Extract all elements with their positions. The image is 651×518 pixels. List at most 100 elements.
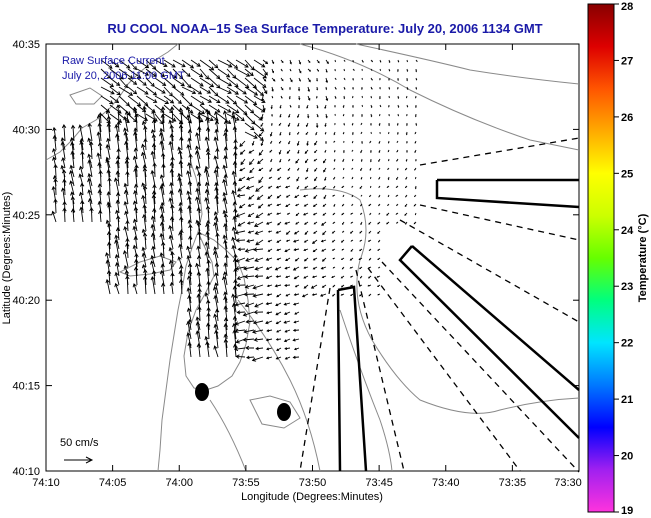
current-vector	[215, 232, 220, 250]
current-vector	[217, 113, 232, 125]
current-vector	[141, 246, 147, 259]
current-vector	[269, 131, 273, 137]
current-vector	[396, 122, 399, 126]
current-vector	[248, 149, 255, 154]
current-vector	[197, 305, 202, 322]
current-vector	[370, 68, 373, 72]
current-vector	[118, 77, 129, 89]
surface-current-vectors	[51, 59, 418, 362]
current-vector	[253, 86, 265, 97]
current-vector	[276, 329, 282, 333]
current-vector	[397, 113, 400, 117]
current-vector	[360, 131, 363, 135]
current-vector	[376, 275, 381, 278]
current-vector	[323, 158, 327, 164]
current-vector	[379, 131, 381, 135]
current-vector	[235, 68, 251, 77]
current-vector	[190, 95, 205, 105]
y-tick-label: 40:25	[12, 210, 40, 222]
current-vector	[275, 338, 282, 341]
current-vector	[113, 177, 120, 196]
current-vector	[124, 140, 129, 160]
x-tick-label: 73:30	[554, 477, 582, 489]
current-vector	[206, 151, 211, 169]
current-vector	[315, 122, 319, 129]
x-tick-label: 73:35	[499, 477, 527, 489]
current-vector	[154, 86, 166, 94]
current-vector	[293, 347, 300, 351]
current-vector	[415, 86, 418, 90]
current-vector	[160, 201, 165, 214]
current-vector	[334, 77, 337, 80]
current-vector	[109, 95, 120, 104]
current-vector	[87, 122, 93, 142]
current-vector	[316, 86, 319, 91]
current-vector	[321, 284, 327, 288]
current-vector	[359, 266, 363, 270]
current-vector	[222, 271, 228, 286]
current-vector	[97, 122, 102, 142]
current-vector	[178, 269, 183, 286]
current-vector	[213, 294, 219, 313]
current-vector	[415, 104, 417, 109]
current-vector	[69, 180, 75, 196]
current-vector	[333, 149, 336, 153]
current-vector	[246, 239, 255, 243]
current-vector	[303, 203, 309, 207]
current-vector	[179, 278, 184, 295]
current-vector	[292, 302, 300, 306]
current-vector	[177, 188, 183, 205]
current-vector	[236, 310, 246, 315]
current-vector	[333, 131, 336, 136]
current-vector	[297, 113, 300, 119]
current-vector	[293, 275, 300, 280]
current-vector	[223, 131, 228, 151]
current-vector	[87, 159, 93, 178]
current-vector	[262, 104, 266, 112]
current-vector	[213, 169, 219, 187]
current-vector	[79, 182, 85, 196]
shipping-lane-outlines	[336, 178, 580, 472]
current-vector	[415, 68, 418, 73]
current-vector	[214, 329, 219, 349]
current-vector	[214, 120, 220, 133]
current-vector	[125, 170, 130, 187]
current-vector	[205, 341, 210, 358]
current-vector	[204, 241, 210, 259]
current-vector	[377, 248, 381, 251]
current-vector	[388, 104, 390, 108]
current-vector	[262, 59, 269, 65]
current-vector	[312, 239, 318, 244]
current-vector	[256, 194, 264, 200]
current-vector	[361, 95, 363, 99]
current-vector	[254, 257, 264, 262]
current-vector	[187, 195, 192, 214]
current-vector	[352, 105, 354, 109]
current-vector	[351, 140, 354, 144]
current-vector	[369, 158, 372, 163]
current-vector	[312, 266, 318, 270]
current-vector	[265, 275, 273, 280]
current-vector	[406, 104, 409, 108]
current-vector	[322, 185, 327, 190]
current-vector	[284, 266, 291, 270]
current-vector	[151, 245, 156, 259]
current-vector	[378, 194, 381, 198]
current-vector	[266, 284, 273, 288]
current-vector	[414, 212, 417, 216]
current-vector	[100, 77, 115, 88]
current-vector	[360, 122, 363, 126]
current-vector	[89, 207, 94, 223]
current-vector	[134, 113, 139, 133]
current-vector	[285, 257, 291, 262]
current-vector	[244, 59, 255, 71]
current-vector	[284, 248, 291, 253]
current-vector	[253, 131, 264, 142]
current-vector	[260, 122, 264, 127]
current-vector	[287, 122, 291, 127]
current-vector	[253, 247, 264, 252]
current-vector	[150, 169, 156, 187]
current-vector	[98, 169, 103, 187]
current-vector	[414, 95, 417, 99]
current-vector	[331, 230, 336, 234]
